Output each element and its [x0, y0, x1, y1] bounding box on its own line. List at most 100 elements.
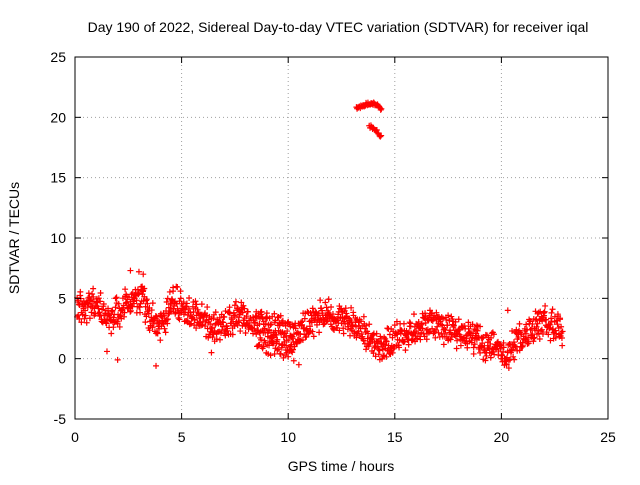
data-point	[284, 328, 291, 335]
data-point	[289, 346, 296, 353]
data-point	[552, 334, 559, 341]
data-point	[317, 297, 324, 304]
data-point	[237, 328, 244, 335]
y-tick-label: 20	[50, 109, 66, 125]
data-point	[495, 352, 502, 359]
data-point	[84, 304, 91, 311]
data-point	[116, 323, 123, 330]
data-point	[199, 318, 206, 325]
data-point	[287, 323, 294, 330]
data-point	[163, 299, 170, 306]
data-point	[194, 306, 201, 313]
data-point	[523, 321, 530, 328]
data-point	[76, 315, 83, 322]
data-point	[279, 317, 286, 324]
data-point	[531, 334, 538, 341]
data-point	[127, 308, 134, 315]
data-point	[325, 296, 332, 303]
data-point	[530, 338, 537, 345]
data-point	[352, 323, 359, 330]
data-point	[534, 320, 541, 327]
data-point	[75, 312, 82, 319]
data-point	[207, 328, 214, 335]
data-point	[240, 302, 247, 309]
data-point	[82, 312, 89, 319]
data-point	[79, 311, 86, 318]
data-point	[430, 316, 437, 323]
data-point	[431, 328, 438, 335]
data-point	[95, 305, 102, 312]
data-point	[437, 315, 444, 322]
data-point	[470, 344, 477, 351]
data-point	[86, 315, 93, 322]
data-point	[339, 314, 346, 321]
data-point	[296, 338, 303, 345]
data-point	[541, 309, 548, 316]
data-point	[112, 295, 119, 302]
data-point	[210, 315, 217, 322]
data-point	[289, 349, 296, 356]
data-point	[462, 325, 469, 332]
data-point	[215, 318, 222, 325]
data-point	[396, 344, 403, 351]
data-point	[304, 308, 311, 315]
data-point	[186, 295, 193, 302]
data-point	[486, 344, 493, 351]
data-point	[123, 291, 130, 298]
data-point	[516, 320, 523, 327]
data-point	[170, 305, 177, 312]
data-point	[99, 306, 106, 313]
data-point	[155, 317, 162, 324]
data-point	[487, 354, 494, 361]
data-point	[152, 312, 159, 319]
data-point	[465, 319, 472, 326]
grid-lines	[75, 57, 608, 419]
data-point	[226, 304, 233, 311]
data-point	[345, 315, 352, 322]
data-point	[285, 353, 292, 360]
data-point	[356, 316, 363, 323]
data-point	[252, 319, 259, 326]
data-point	[266, 342, 273, 349]
data-point	[303, 333, 310, 340]
data-point	[420, 314, 427, 321]
data-point	[378, 132, 385, 139]
data-point	[391, 322, 398, 329]
data-point	[248, 325, 255, 332]
data-point	[522, 330, 529, 337]
plot-frame	[74, 56, 609, 420]
data-point	[159, 314, 166, 321]
data-point	[81, 315, 88, 322]
data-point	[441, 333, 448, 340]
data-point	[554, 311, 561, 318]
data-point	[403, 327, 410, 334]
data-point	[88, 309, 95, 316]
data-point	[372, 353, 379, 360]
data-point	[405, 335, 412, 342]
data-point	[392, 329, 399, 336]
data-point	[128, 302, 135, 309]
data-point	[230, 312, 237, 319]
data-point	[111, 319, 118, 326]
data-point	[332, 316, 339, 323]
data-point	[307, 327, 314, 334]
data-point	[447, 329, 454, 336]
data-point	[258, 336, 265, 343]
data-point	[287, 343, 294, 350]
data-point	[231, 323, 238, 330]
data-point	[478, 344, 485, 351]
data-point	[468, 337, 475, 344]
data-point	[289, 333, 296, 340]
data-point	[475, 333, 482, 340]
data-point	[322, 299, 329, 306]
data-point	[142, 319, 149, 326]
x-tick-label: 10	[280, 429, 296, 445]
data-point	[452, 318, 459, 325]
data-point	[338, 306, 345, 313]
data-point	[453, 345, 460, 352]
data-point	[485, 334, 492, 341]
data-point	[253, 331, 260, 338]
data-point	[271, 350, 278, 357]
data-point	[434, 323, 441, 330]
x-axis-label: GPS time / hours	[288, 458, 395, 474]
